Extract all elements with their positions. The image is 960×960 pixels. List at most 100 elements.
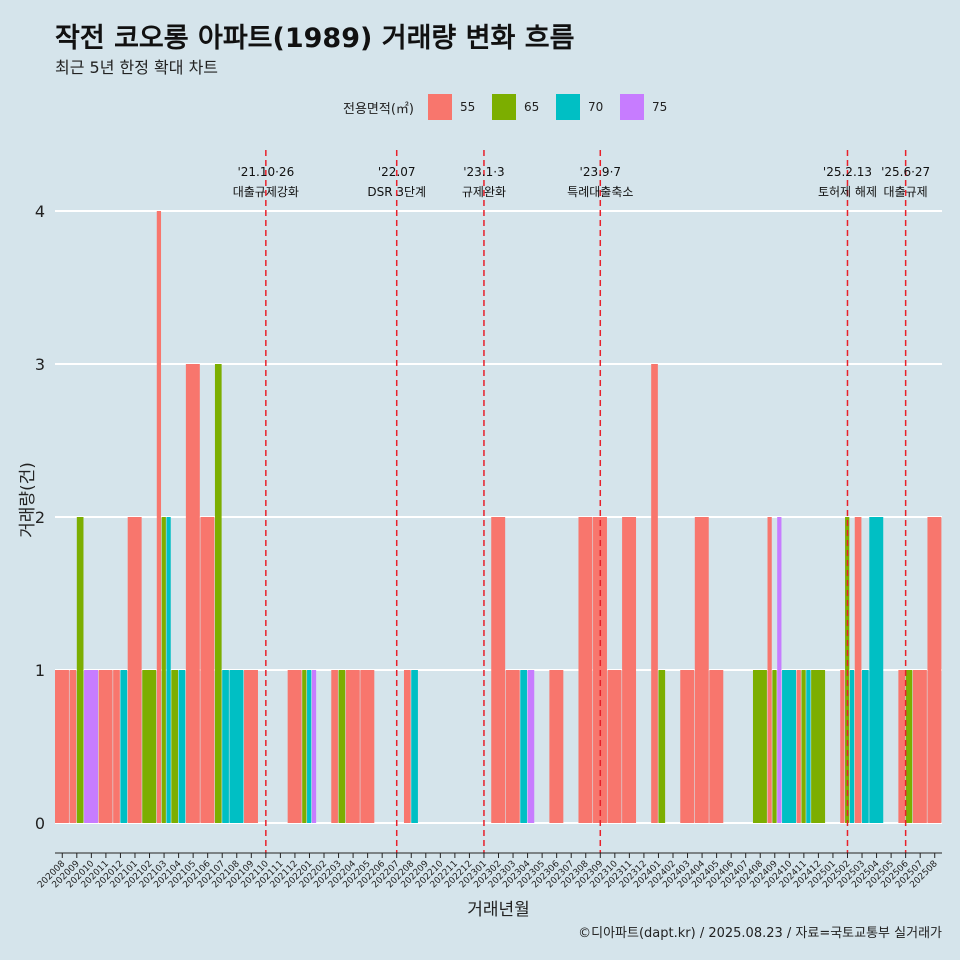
bar-202107-65 (214, 364, 222, 823)
annotation-label: 규제완화 (462, 185, 506, 199)
y-axis-title: 거래량(건) (18, 462, 38, 538)
bar-202411-55 (796, 670, 801, 823)
legend-swatch-70 (555, 94, 580, 120)
chart-title: 작전 코오롱 아파트(1989) 거래량 변화 흐름 (55, 23, 575, 54)
legend-label-75: 75 (651, 100, 668, 114)
bar-202108-70 (229, 670, 244, 823)
bar-202411-65 (801, 670, 806, 823)
legend-item-55: 55 (422, 94, 480, 120)
bar-202103-70 (166, 517, 171, 823)
annotation-date: '25.6·27 (881, 165, 930, 179)
bar-202409-55 (767, 517, 772, 823)
annotation-label: DSR 3단계 (367, 185, 426, 199)
bar-202401-65 (658, 670, 666, 823)
legend-item-70: 70 (550, 94, 608, 120)
bar-202302-55 (491, 517, 506, 823)
bar-202411-70 (806, 670, 811, 823)
bar-202107-70 (222, 670, 229, 823)
bar-202502-55 (840, 670, 845, 823)
bar-202408-65 (752, 670, 767, 823)
bar-202410-70 (782, 670, 796, 823)
bar-202311-55 (622, 517, 637, 823)
annotation-label: 토허제 해제 (818, 185, 877, 199)
bar-202201-65 (302, 670, 307, 823)
y-tick-label: 2 (35, 508, 45, 527)
chart-caption: ©디아파트(dapt.kr) / 2025.08.23 / 자료=국토교통부 실… (578, 926, 942, 941)
y-tick-label: 3 (35, 355, 45, 374)
bar-202308-55 (578, 517, 593, 823)
x-axis-title: 거래년월 (467, 900, 530, 920)
bar-202112-55 (287, 670, 302, 823)
bar-202203-55 (331, 670, 338, 823)
bar-202105-55 (185, 364, 200, 823)
annotation-date: '22.07 (378, 165, 416, 179)
bar-202009-65 (76, 517, 84, 823)
bar-202506-65 (905, 670, 913, 823)
bar-202409-75 (777, 517, 782, 823)
bar-202101-55 (127, 517, 142, 823)
legend-title: 전용면적(㎡) (343, 101, 414, 117)
bar-202405-55 (709, 670, 724, 823)
y-tick-label: 0 (35, 814, 45, 833)
bar-202109-55 (244, 670, 258, 823)
bar-202507-55 (912, 670, 927, 823)
bar-202103-65 (161, 517, 166, 823)
bar-202201-75 (311, 670, 317, 823)
bar-202503-55 (854, 517, 862, 823)
bar-202008-55 (55, 670, 69, 823)
bar-202204-55 (345, 670, 360, 823)
bar-202401-55 (651, 364, 658, 823)
bar-layer (55, 211, 942, 823)
annotation-date: '23.9·7 (580, 165, 621, 179)
legend-label-70: 70 (587, 100, 604, 114)
bar-202310-55 (607, 670, 622, 823)
bar-202506-55 (898, 670, 906, 823)
bar-202208-70 (411, 670, 418, 823)
bar-202304-75 (527, 670, 535, 823)
y-tick-label: 4 (35, 202, 45, 221)
annotation-label: 특례대출축소 (567, 185, 633, 199)
bar-202412-65 (811, 670, 826, 823)
legend-label-65: 65 (523, 100, 540, 114)
bar-202404-55 (694, 517, 709, 823)
bar-202012-55 (113, 670, 120, 823)
legend-item-75: 75 (614, 94, 672, 120)
bar-202303-55 (505, 670, 520, 823)
bar-202203-65 (338, 670, 346, 823)
bar-202503-70 (862, 670, 869, 823)
bar-202106-55 (200, 517, 215, 823)
bar-202306-55 (549, 670, 564, 823)
legend-swatch-75 (619, 94, 644, 120)
legend-label-55: 55 (459, 100, 476, 114)
bar-202502-70 (849, 670, 855, 823)
bar-202103-55 (156, 211, 162, 823)
legend: 전용면적(㎡) 55 65 70 75 (343, 93, 678, 121)
bar-202403-55 (680, 670, 695, 823)
bar-202102-65 (142, 670, 157, 823)
bar-202304-70 (520, 670, 527, 823)
annotation-date: '25.2.13 (823, 165, 872, 179)
bar-202205-55 (360, 670, 375, 823)
bar-202201-70 (307, 670, 312, 823)
legend-swatch-65 (491, 94, 516, 120)
bar-202009-55 (69, 670, 77, 823)
bar-202010-75 (84, 670, 99, 823)
bar-202504-70 (869, 517, 884, 823)
bar-202104-70 (178, 670, 186, 823)
annotation-layer: '21.10·26 대출규제강화 '22.07 DSR 3단계 '23.1·3 규제완화 '… (233, 150, 930, 853)
legend-swatch-55 (427, 94, 452, 120)
bar-202012-70 (120, 670, 128, 823)
legend-item-65: 65 (486, 94, 544, 120)
bar-202011-55 (98, 670, 113, 823)
bar-202104-65 (171, 670, 178, 823)
bar-202409-65 (772, 670, 777, 823)
annotation-date: '21.10·26 (237, 165, 294, 179)
y-tick-label: 1 (35, 661, 45, 680)
chart-subtitle: 최근 5년 한정 확대 차트 (55, 58, 219, 77)
annotation-label: 대출규제강화 (233, 185, 299, 199)
annotation-date: '23.1·3 (463, 165, 504, 179)
bar-202208-55 (403, 670, 411, 823)
annotation-label: 대출규제 (884, 185, 928, 199)
